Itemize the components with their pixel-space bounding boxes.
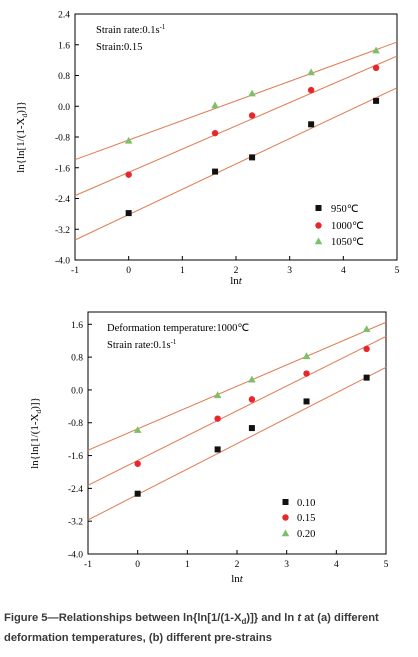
caption-line-2: deformation temperatures, (b) different … (4, 632, 272, 645)
fit-line-series-2 (74, 41, 398, 161)
data-point-series-0 (363, 374, 370, 381)
y-tick-label: 1.6 (71, 321, 83, 331)
data-point-series-0 (249, 154, 256, 161)
y-tick-label: -4.0 (68, 551, 83, 561)
data-points (124, 46, 380, 217)
y-tick-label: 0.8 (71, 354, 83, 364)
data-point-series-2 (211, 101, 219, 109)
y-axis-label: ln{ln[1/(1-Xd)]} (15, 101, 29, 173)
data-point-series-1 (372, 64, 380, 72)
data-points (133, 325, 371, 497)
x-tick-label: 0 (126, 266, 131, 276)
legend-marker-950 (315, 205, 322, 211)
data-point-series-2 (302, 352, 311, 360)
legend-marker-010 (282, 499, 289, 505)
data-point-series-0 (248, 425, 255, 432)
x-tick-label: 3 (284, 560, 289, 570)
data-point-series-1 (214, 415, 221, 422)
data-point-series-1 (248, 112, 256, 119)
caption-line-1: Figure 5—Relationships between ln{ln[1/(… (4, 612, 379, 627)
y-tick-label: -3.2 (68, 518, 83, 528)
fit-line-series-0 (87, 366, 387, 521)
legend-marker-1000 (315, 222, 322, 229)
axis-ticks: -1 0 1 2 3 4 5 -4.0 -3.2 -2.4 -1.6 -0.8 0.0 0.8 1.6 2.4 (55, 11, 400, 277)
x-tick-label: 2 (235, 560, 240, 570)
y-tick-label: -1.6 (68, 452, 83, 462)
data-point-series-1 (303, 370, 310, 377)
x-tick-label: -1 (71, 266, 79, 276)
figure-caption: Figure 5—Relationships between ln{ln[1/(… (4, 610, 416, 646)
x-tick-label: 3 (287, 266, 292, 276)
y-tick-label: 0.0 (58, 103, 70, 113)
chart-b: -1 0 1 2 3 4 5 -4.0 -3.2 -2.4 -1.6 -0.8 0.0 0.8 1.6 De… (29, 311, 389, 585)
data-point-series-0 (212, 168, 219, 175)
fit-line-series-1 (87, 335, 387, 486)
legend: 0.10 0.15 0.20 (281, 498, 315, 540)
data-point-series-0 (303, 398, 310, 405)
data-point-series-0 (214, 446, 221, 453)
x-tick-label: 2 (234, 266, 239, 276)
x-tick-label: 4 (341, 266, 346, 276)
x-tick-label: 4 (334, 560, 339, 570)
data-point-series-1 (125, 171, 132, 178)
legend-label-950: 950℃ (331, 204, 359, 215)
x-axis-label: lnt (231, 573, 244, 585)
data-point-series-0 (308, 121, 315, 128)
legend-marker-015 (282, 514, 289, 521)
annotation-strain-rate: Strain rate:0.1s-1 (107, 338, 177, 351)
y-tick-label: 1.6 (58, 41, 70, 51)
legend-label-1050: 1050℃ (331, 237, 364, 248)
data-point-series-1 (248, 396, 256, 403)
data-point-series-0 (373, 97, 380, 104)
x-axis-label: lnt (230, 275, 243, 287)
y-tick-label: 0.8 (58, 72, 70, 82)
y-tick-label: -0.8 (68, 419, 83, 429)
fit-line-series-1 (74, 55, 398, 197)
x-tick-label: -1 (84, 560, 92, 570)
data-point-series-2 (248, 89, 256, 97)
annotation-strain-rate: Strain rate:0.1s-1 (96, 23, 166, 36)
annotation-strain: Strain:0.15 (96, 42, 142, 53)
x-tick-label: 5 (395, 266, 400, 276)
y-tick-label: -2.4 (55, 195, 70, 205)
x-tick-label: 5 (384, 560, 389, 570)
legend-label-020: 0.20 (297, 529, 315, 540)
data-point-series-0 (125, 210, 132, 217)
legend-label-010: 0.10 (297, 498, 315, 509)
data-point-series-2 (307, 68, 315, 76)
y-tick-label: -1.6 (55, 164, 70, 174)
y-axis-label: ln{ln[1/(1-Xd)]} (29, 397, 43, 469)
legend-marker-020 (281, 529, 290, 537)
data-point-series-1 (211, 129, 219, 137)
x-tick-label: 0 (135, 560, 140, 570)
legend-label-015: 0.15 (297, 513, 315, 524)
data-point-series-1 (363, 345, 370, 353)
y-tick-label: -0.8 (55, 134, 70, 144)
chart-a: -1 0 1 2 3 4 5 -4.0 -3.2 -2.4 -1.6 -0.8 0.0 0.8 1.6 2.4… (15, 11, 400, 288)
data-point-series-2 (248, 375, 256, 383)
y-tick-label: -2.4 (68, 485, 83, 495)
legend-marker-1050 (314, 237, 323, 245)
data-point-series-1 (307, 86, 315, 94)
annotation-deformation-temperature: Deformation temperature:1000℃ (107, 323, 249, 334)
data-point-series-0 (134, 490, 141, 497)
fit-line-series-0 (74, 87, 398, 241)
data-point-series-1 (134, 460, 141, 467)
legend: 950℃ 1000℃ 1050℃ (314, 204, 364, 248)
fit-lines (87, 321, 387, 521)
data-point-series-2 (372, 46, 380, 54)
data-point-series-2 (362, 325, 371, 333)
y-tick-label: 2.4 (58, 11, 70, 21)
x-tick-label: 1 (180, 266, 185, 276)
y-tick-label: 0.0 (71, 386, 83, 396)
x-tick-label: 1 (185, 560, 190, 570)
legend-label-1000: 1000℃ (331, 221, 364, 232)
data-point-series-2 (213, 391, 222, 399)
data-point-series-2 (124, 136, 133, 144)
data-point-series-2 (133, 426, 142, 433)
y-tick-label: -3.2 (55, 226, 70, 236)
axis-ticks: -1 0 1 2 3 4 5 -4.0 -3.2 -2.4 -1.6 -0.8 0.0 0.8 1.6 (68, 321, 389, 570)
y-tick-label: -4.0 (55, 257, 70, 267)
